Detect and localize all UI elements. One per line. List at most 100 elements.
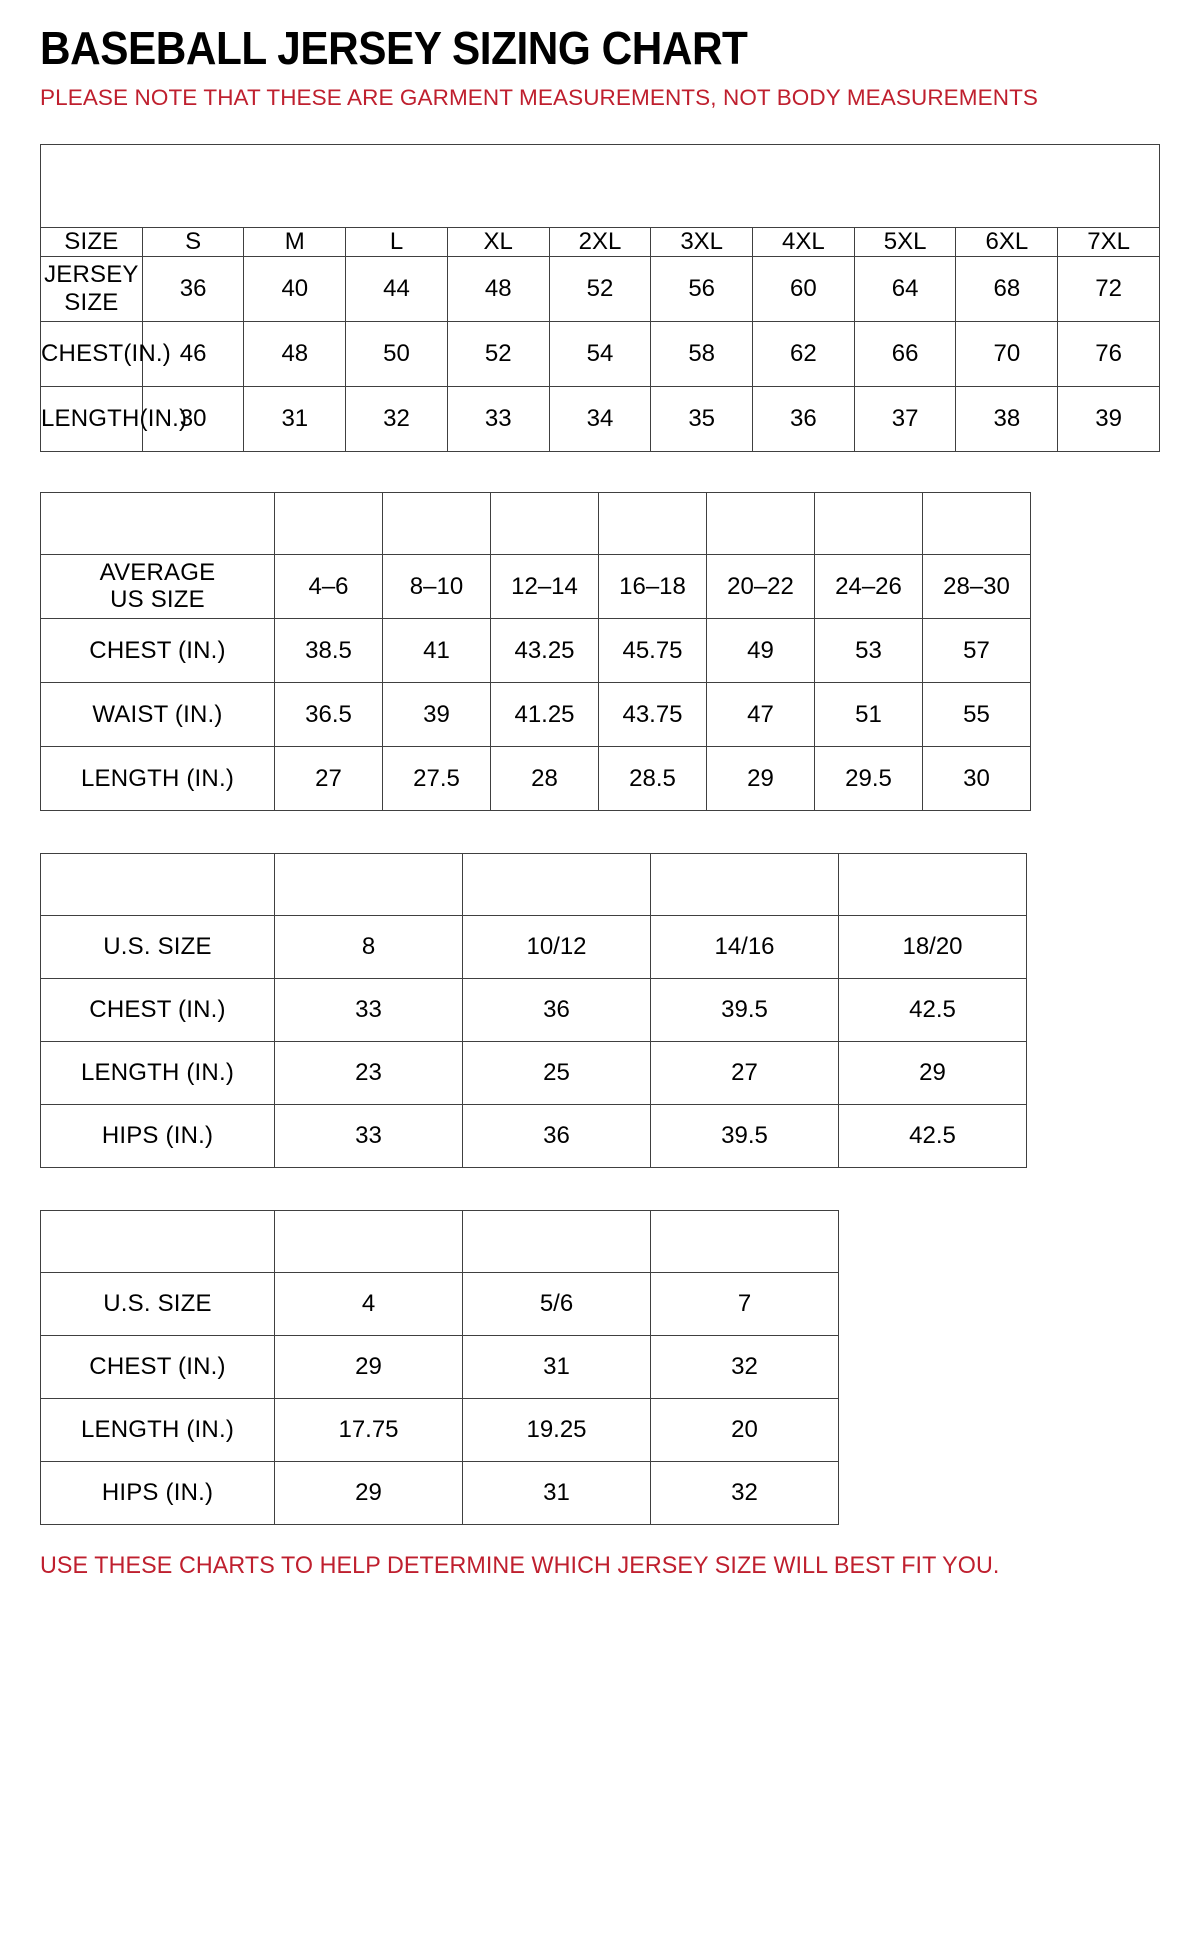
womens-cell-0-0: 4–6 — [274, 554, 383, 619]
mens-cell-0-9: 72 — [1057, 256, 1160, 322]
mens-cell-1-7: 66 — [853, 321, 957, 387]
preschool-col-header-2: L — [650, 1210, 839, 1273]
boys-cell-1-3: 42.5 — [838, 978, 1027, 1042]
mens-cell-0-4: 52 — [548, 256, 652, 322]
womens-row-label-2: WAIST (IN.) — [40, 682, 275, 747]
preschool-cell-2-0: 17.75 — [274, 1398, 463, 1462]
womens-cell-2-4: 47 — [706, 682, 815, 747]
preschool-cell-2-2: 20 — [650, 1398, 839, 1462]
mens-cell-2-6: 36 — [752, 386, 855, 452]
preschool-cell-1-0: 29 — [274, 1335, 463, 1399]
mens-col-header-3: XL — [446, 227, 550, 257]
mens-cell-1-0: 46 — [141, 321, 245, 387]
boys-cell-0-1: 10/12 — [462, 915, 651, 979]
preschool-cell-2-1: 19.25 — [462, 1398, 651, 1462]
mens-col-header-1: M — [243, 227, 347, 257]
womens-cell-3-4: 29 — [706, 746, 815, 811]
womens-row-label-0: AVERAGE US SIZE — [40, 554, 275, 619]
womens-corner-label: WOMEN’S — [40, 492, 275, 555]
mens-cell-2-8: 38 — [955, 386, 1059, 452]
womens-cell-2-1: 39 — [382, 682, 491, 747]
womens-table-head: WOMEN’S S M L XL 2XL 3XL 4XL — [40, 492, 1031, 555]
womens-cell-3-3: 28.5 — [598, 746, 707, 811]
table-row: LENGTH (IN.) 23 25 27 29 — [40, 1041, 1027, 1105]
womens-col-header-6: 4XL — [922, 492, 1031, 555]
mens-col-header-8: 6XL — [955, 227, 1059, 257]
boys-cell-0-2: 14/16 — [650, 915, 839, 979]
table-row: LENGTH (IN.) 17.75 19.25 20 — [40, 1398, 839, 1462]
womens-cell-0-3: 16–18 — [598, 554, 707, 619]
preschool-row-label-0: U.S. SIZE — [40, 1272, 275, 1336]
preschool-corner-label: PRESCHOOL — [40, 1210, 275, 1273]
womens-cell-3-0: 27 — [274, 746, 383, 811]
mens-cell-1-3: 52 — [446, 321, 550, 387]
womens-row-label-3: LENGTH (IN.) — [40, 746, 275, 811]
table-row: LENGTH(IN.) 30 31 32 33 34 35 36 37 38 3… — [40, 386, 1160, 452]
table-row: CHEST (IN.) 38.5 41 43.25 45.75 49 53 57 — [40, 618, 1031, 683]
boys-col-header-2: YTH L — [650, 853, 839, 916]
mens-cell-1-5: 58 — [650, 321, 754, 387]
womens-cell-3-5: 29.5 — [814, 746, 923, 811]
preschool-sizing-table: PRESCHOOL S M L U.S. SIZE 4 5/6 7 CHEST … — [40, 1210, 839, 1525]
womens-col-header-4: 2XL — [706, 492, 815, 555]
preschool-cell-0-1: 5/6 — [462, 1272, 651, 1336]
boys-cell-1-0: 33 — [274, 978, 463, 1042]
boys-cell-0-0: 8 — [274, 915, 463, 979]
mens-cell-2-1: 31 — [243, 386, 347, 452]
mens-cell-2-9: 39 — [1057, 386, 1160, 452]
womens-header-row: WOMEN’S S M L XL 2XL 3XL 4XL — [40, 492, 1031, 555]
boys-row-label-1: CHEST (IN.) — [40, 978, 275, 1042]
chart-footer-note: USE THESE CHARTS TO HELP DETERMINE WHICH… — [40, 1552, 1000, 1579]
womens-col-header-3: XL — [598, 492, 707, 555]
boys-cell-3-1: 36 — [462, 1104, 651, 1168]
boys-cell-3-2: 39.5 — [650, 1104, 839, 1168]
womens-cell-3-2: 28 — [490, 746, 599, 811]
boys-cell-2-0: 23 — [274, 1041, 463, 1105]
boys-col-header-1: YTH M — [462, 853, 651, 916]
table-row: U.S. SIZE 4 5/6 7 — [40, 1272, 839, 1336]
womens-table-body: AVERAGE US SIZE 4–6 8–10 12–14 16–18 20–… — [40, 554, 1031, 811]
table-row: HIPS (IN.) 29 31 32 — [40, 1461, 839, 1525]
garment-measurement-note: PLEASE NOTE THAT THESE ARE GARMENT MEASU… — [40, 85, 1039, 110]
preschool-row-label-2: LENGTH (IN.) — [40, 1398, 275, 1462]
mens-table-body: JERSEY SIZE 36 40 44 48 52 56 60 64 68 7… — [40, 256, 1160, 452]
womens-cell-0-5: 24–26 — [814, 554, 923, 619]
boys-header-row: BOYS YTH S YTH M YTH L YTH XL — [40, 853, 1027, 916]
preschool-cell-3-2: 32 — [650, 1461, 839, 1525]
mens-cell-0-7: 64 — [853, 256, 957, 322]
preschool-row-label-3: HIPS (IN.) — [40, 1461, 275, 1525]
mens-cell-1-1: 48 — [243, 321, 347, 387]
womens-row-label-1: CHEST (IN.) — [40, 618, 275, 683]
boys-cell-1-2: 39.5 — [650, 978, 839, 1042]
mens-cell-2-5: 35 — [650, 386, 754, 452]
boys-table-body: U.S. SIZE 8 10/12 14/16 18/20 CHEST (IN.… — [40, 915, 1027, 1168]
mens-corner-label: SIZE — [40, 227, 143, 257]
preschool-col-header-0: S — [274, 1210, 463, 1273]
womens-cell-2-0: 36.5 — [274, 682, 383, 747]
womens-cell-1-6: 57 — [922, 618, 1031, 683]
boys-cell-2-1: 25 — [462, 1041, 651, 1105]
preschool-cell-1-2: 32 — [650, 1335, 839, 1399]
mens-row-label-1: CHEST(IN.) — [40, 321, 171, 387]
womens-cell-1-2: 43.25 — [490, 618, 599, 683]
table-row: WAIST (IN.) 36.5 39 41.25 43.75 47 51 55 — [40, 682, 1031, 747]
table-row: LENGTH (IN.) 27 27.5 28 28.5 29 29.5 30 — [40, 746, 1031, 811]
mens-sizing-table: MEN’S AUTHENTIC JERSEYS SIZE S M L XL 2X… — [40, 144, 1160, 452]
table-row: CHEST (IN.) 29 31 32 — [40, 1335, 839, 1399]
womens-cell-0-6: 28–30 — [922, 554, 1031, 619]
mens-col-header-0: S — [141, 227, 245, 257]
preschool-cell-3-1: 31 — [462, 1461, 651, 1525]
boys-cell-3-0: 33 — [274, 1104, 463, 1168]
boys-row-label-3: HIPS (IN.) — [40, 1104, 275, 1168]
womens-cell-2-3: 43.75 — [598, 682, 707, 747]
mens-col-header-7: 5XL — [853, 227, 957, 257]
preschool-table-head: PRESCHOOL S M L — [40, 1210, 839, 1273]
mens-cell-2-2: 32 — [345, 386, 448, 452]
mens-cell-1-9: 76 — [1057, 321, 1160, 387]
boys-row-label-0: U.S. SIZE — [40, 915, 275, 979]
mens-cell-0-1: 40 — [243, 256, 347, 322]
page-title: BASEBALL JERSEY SIZING CHART — [40, 22, 748, 74]
boys-cell-3-3: 42.5 — [838, 1104, 1027, 1168]
mens-banner-title: MEN’S AUTHENTIC JERSEYS — [40, 144, 1160, 228]
